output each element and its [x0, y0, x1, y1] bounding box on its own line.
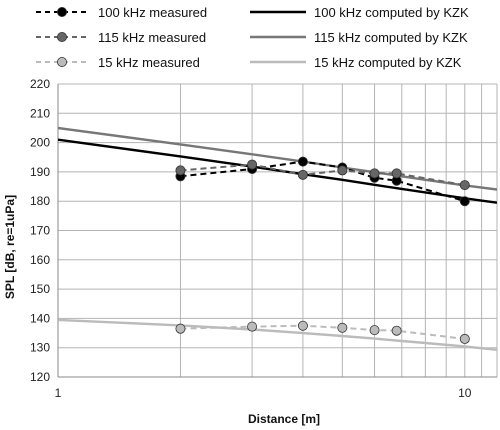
series-line-100-khz-computed-by-kzk — [58, 138, 497, 204]
y-tick-label: 140 — [30, 311, 50, 325]
data-point-100-khz-measured — [297, 156, 308, 167]
y-tick-label: 120 — [30, 370, 50, 384]
y-tick-label: 220 — [30, 77, 50, 91]
y-axis-title: SPL [dB, re=1uPa] — [3, 195, 17, 299]
y-tick-label: 200 — [30, 136, 50, 150]
plot-area: 120 130 140 150 160 170 180 190 200 210 220 1 10 — [30, 77, 498, 400]
legend-label-100-khz-measured: 100 kHz measured — [98, 5, 207, 20]
legend: 100 kHz measured 115 kHz measured 15 kHz m… — [36, 5, 469, 70]
y-tick-label: 130 — [30, 341, 50, 355]
y-tick-label: 160 — [30, 253, 50, 267]
legend-marker-115-khz-measured — [57, 32, 68, 43]
x-tick-label: 1 — [55, 386, 62, 400]
legend-marker-15-khz-measured — [57, 57, 68, 68]
data-point-115-khz-measured — [369, 168, 380, 179]
data-point-115-khz-measured — [459, 180, 470, 191]
data-point-115-khz-measured — [247, 159, 258, 170]
legend-label-100-khz-computed-by-kzk: 100 kHz computed by KZK — [314, 5, 469, 20]
data-point-115-khz-measured — [391, 168, 402, 179]
data-point-100-khz-measured — [459, 196, 470, 207]
data-point-15-khz-measured — [391, 325, 402, 336]
legend-label-115-khz-computed-by-kzk: 115 kHz computed by KZK — [314, 30, 468, 45]
y-tick-label: 180 — [30, 194, 50, 208]
data-point-115-khz-measured — [175, 165, 186, 176]
y-tick-label: 190 — [30, 165, 50, 179]
series-line-115-khz-measured — [180, 163, 465, 187]
series-line-15-khz-measured — [180, 324, 465, 340]
data-point-115-khz-measured — [337, 165, 348, 176]
y-tick-label: 170 — [30, 224, 50, 238]
x-tick-label: 10 — [458, 386, 472, 400]
data-point-15-khz-measured — [247, 321, 258, 332]
data-point-15-khz-measured — [369, 325, 380, 336]
legend-label-15-khz-measured: 15 kHz measured — [98, 55, 200, 70]
legend-label-15-khz-computed-by-kzk: 15 kHz computed by KZK — [314, 55, 462, 70]
legend-label-115-khz-measured: 115 kHz measured — [98, 30, 206, 45]
y-tick-label: 210 — [30, 106, 50, 120]
x-axis-title: Distance [m] — [248, 412, 320, 426]
data-point-115-khz-measured — [297, 169, 308, 180]
data-point-15-khz-measured — [297, 320, 308, 331]
y-tick-label: 150 — [30, 282, 50, 296]
series-line-115-khz-computed-by-kzk — [58, 126, 497, 191]
data-point-15-khz-measured — [175, 323, 186, 334]
legend-marker-100-khz-measured — [57, 7, 68, 17]
data-point-15-khz-measured — [459, 333, 470, 344]
data-point-15-khz-measured — [337, 322, 348, 333]
